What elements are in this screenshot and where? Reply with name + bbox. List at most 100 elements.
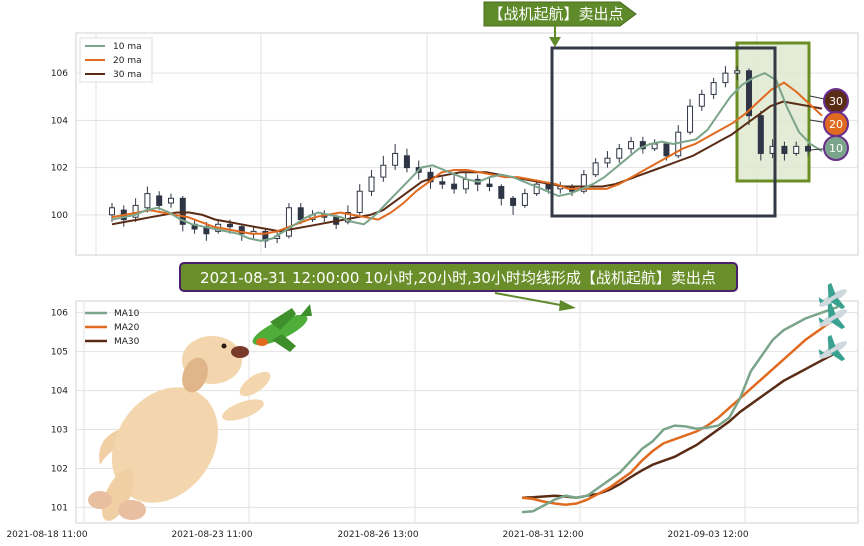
top-y-tick-label: 106	[51, 69, 68, 79]
ma20-line-top	[111, 81, 823, 235]
candle	[793, 141, 800, 156]
candle-body	[439, 181, 446, 185]
candle-body	[698, 93, 705, 107]
candle-body	[521, 193, 528, 206]
candle-body	[486, 183, 493, 188]
candle	[368, 169, 375, 196]
candle-body	[628, 141, 635, 150]
ma10-line-bottom	[521, 305, 839, 514]
candle-body	[462, 178, 469, 190]
top-y-tick-label: 100	[51, 211, 68, 221]
candle	[521, 188, 528, 208]
bottom-y-tick-label: 105	[51, 348, 68, 358]
candle	[144, 186, 151, 213]
legend-label-ma20: 20 ma	[113, 56, 142, 66]
candle	[628, 136, 635, 154]
candle-body	[368, 176, 375, 192]
bottom-x-tick-label: 2021-08-26 13:00	[337, 530, 418, 540]
candle	[616, 144, 623, 163]
candle-body	[344, 211, 351, 223]
candle-body	[781, 145, 788, 154]
plane-icon-3	[818, 334, 847, 362]
candle	[746, 68, 753, 126]
bottom-y-tick-label: 103	[51, 426, 68, 436]
candle	[722, 66, 729, 88]
candle-body	[510, 197, 517, 206]
legend-label-ma10: 10 ma	[113, 42, 142, 52]
top-y-tick-label: 102	[51, 164, 68, 174]
candle	[604, 151, 611, 168]
candle-body	[167, 197, 174, 204]
candle	[698, 89, 705, 111]
ma20-line-bottom	[521, 317, 839, 506]
candle-body	[356, 190, 363, 213]
candle	[734, 66, 741, 81]
candle-body	[238, 226, 245, 235]
ma30-line-top	[111, 100, 823, 233]
legend-label-ma10-bottom: MA10	[114, 309, 140, 319]
candle-body	[616, 148, 623, 159]
candle-body	[392, 152, 399, 166]
ma10-line-top	[111, 71, 823, 242]
candle-body	[297, 207, 304, 221]
legend-label-ma30: 30 ma	[113, 70, 142, 80]
bottom-y-ticks: 101 102 103 104 105 106	[51, 309, 68, 514]
bottom-y-tick-label: 102	[51, 464, 68, 474]
candle-body	[451, 183, 458, 190]
top-callout: 【战机起航】卖出点	[483, 1, 637, 47]
badge-ma20-label: 20	[829, 118, 843, 131]
candle	[451, 174, 458, 194]
candle-body	[746, 70, 753, 117]
bottom-x-tick-label: 2021-08-18 11:00	[6, 530, 87, 540]
candle-body	[132, 204, 139, 218]
candle-body	[285, 207, 292, 237]
candle-body	[179, 197, 186, 225]
puppy-illustration	[88, 336, 271, 521]
top-y-ticks: 100 102 104 106	[51, 69, 68, 221]
legend-label-ma20-bottom: MA20	[114, 323, 140, 333]
candle	[167, 193, 174, 208]
candle-body	[156, 195, 163, 206]
candle	[757, 110, 764, 161]
candle-body	[710, 82, 717, 95]
candle-body	[734, 70, 741, 74]
badge-ma10-label: 10	[829, 142, 843, 155]
candle	[486, 177, 493, 192]
candle	[710, 77, 717, 100]
top-legend: 10 ma 20 ma 30 ma	[79, 37, 153, 83]
candle-body	[380, 164, 387, 178]
candle-body	[805, 145, 811, 152]
candle-body	[109, 207, 115, 216]
candle	[403, 148, 410, 173]
candle	[156, 191, 163, 211]
plane-icon-1	[818, 282, 847, 310]
badge-ma10	[823, 135, 849, 161]
jet-illustration	[252, 304, 312, 352]
callout-label: 【战机起航】卖出点	[488, 5, 623, 23]
candle	[132, 198, 139, 222]
candle	[285, 203, 292, 239]
candle	[805, 144, 811, 156]
plane-icon-2	[818, 302, 847, 330]
callout-arrow-shape	[483, 1, 637, 27]
candle-body	[757, 115, 764, 154]
candle	[687, 99, 694, 135]
candle-body	[498, 186, 505, 199]
candle-body	[226, 223, 233, 228]
candle-body	[403, 155, 410, 169]
candle-body	[144, 193, 151, 209]
candle-body	[592, 162, 599, 176]
candlestick-panel: 100 102 104 106 10 ma 20 ma 30 ma 30 20	[51, 1, 859, 256]
signal-banner: 2021-08-31 12:00:00 10小时,20小时,30小时均线形成【战…	[179, 262, 738, 311]
candle-body	[604, 157, 611, 164]
callout-down-arrow	[549, 37, 561, 47]
candle-body	[651, 143, 658, 150]
candle-body	[722, 72, 729, 84]
candle	[356, 184, 363, 215]
badge-ma30-label: 30	[829, 95, 843, 108]
top-y-tick-label: 104	[51, 116, 68, 126]
bottom-legend: MA10 MA20 MA30	[85, 309, 140, 347]
banner-arrow	[559, 300, 576, 311]
bottom-x-ticks: 2021-08-18 11:00 2021-08-23 11:00 2021-08-…	[6, 530, 748, 540]
